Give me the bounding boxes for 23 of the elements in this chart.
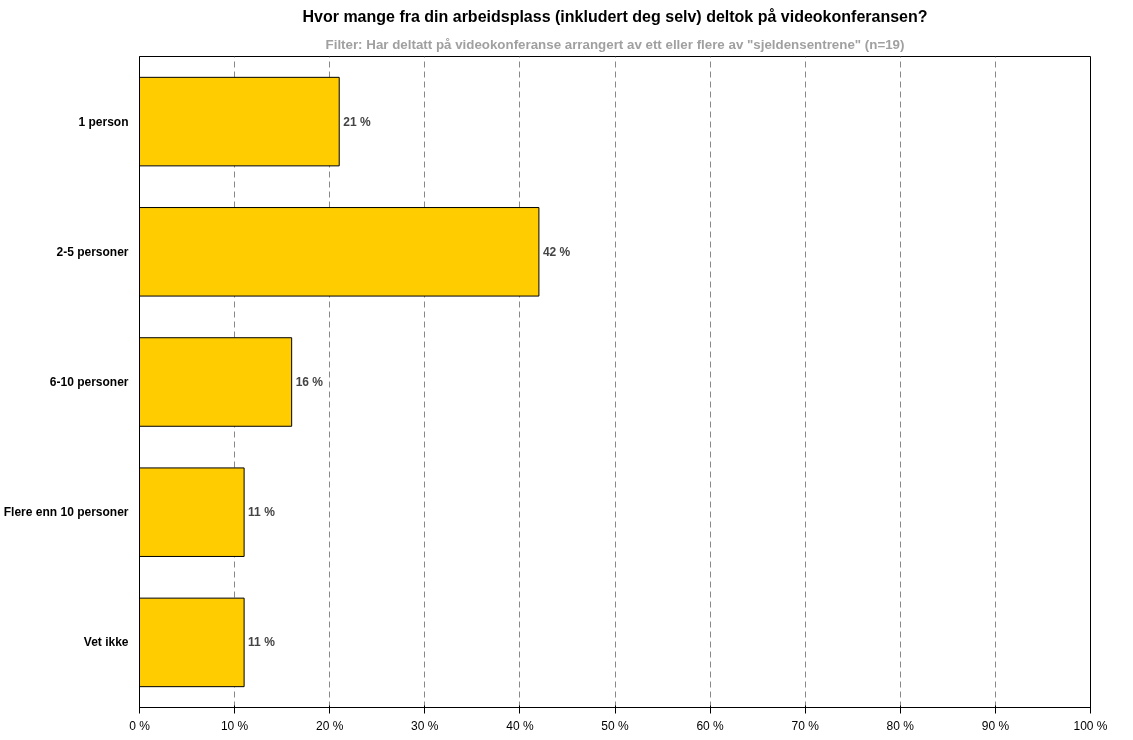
data-label: 11 % <box>248 635 276 650</box>
y-tick-label: Flere enn 10 personer <box>3 505 129 520</box>
x-tick-label: 60 % <box>696 718 725 733</box>
chart-title: Hvor mange fra din arbeidsplass (inkludert deg selv) deltok på videokonferansen? <box>302 7 928 25</box>
y-tick-label: 6-10 personer <box>49 375 129 389</box>
x-tick-label: 50 % <box>601 718 630 733</box>
x-tick-label: 10 % <box>220 718 249 733</box>
chart-subtitle: Filter: Har deltatt på videokonferanse arrangert av ett eller flere av "sjeldensentrene" (n=19) <box>325 36 905 52</box>
x-tick-label: 30 % <box>411 718 439 733</box>
x-tick-label: 0 % <box>129 718 151 733</box>
data-label: 11 % <box>248 505 276 520</box>
data-label: 21 % <box>343 114 371 129</box>
x-tick-label: 20 % <box>316 718 344 733</box>
x-tick-label: 80 % <box>886 718 915 733</box>
data-label: 42 % <box>542 244 571 259</box>
x-tick-label: 40 % <box>506 718 534 733</box>
y-tick-label: 2-5 personer <box>56 244 129 259</box>
x-tick-label: 100 % <box>1073 718 1108 733</box>
y-tick-label: Vet ikke <box>83 635 129 650</box>
data-label: 16 % <box>295 375 324 389</box>
x-tick-label: 70 % <box>791 718 820 733</box>
y-tick-label: 1 person <box>78 114 129 129</box>
x-tick-label: 90 % <box>981 718 1010 733</box>
